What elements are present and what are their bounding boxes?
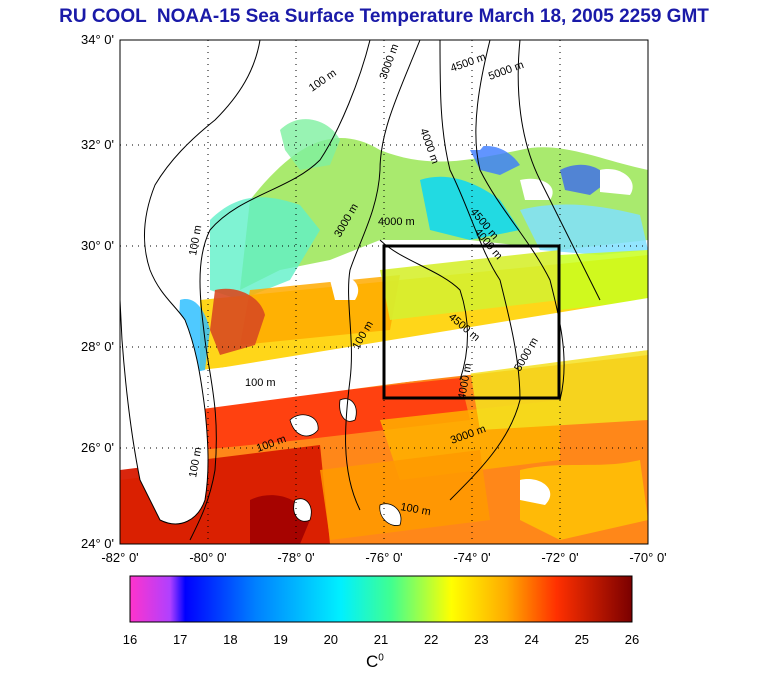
lat-tick-label: 32° 0' [81, 137, 114, 152]
contour-label: 100 m [187, 224, 204, 256]
map-frame [119, 39, 649, 545]
lon-tick-label: -74° 0' [453, 550, 490, 565]
lon-tick-label: -76° 0' [365, 550, 402, 565]
contour-label: 100 m [245, 377, 276, 389]
unit-superscript: 0 [378, 652, 384, 664]
colorbar-tick-label: 18 [223, 632, 237, 647]
lat-tick-label: 34° 0' [81, 32, 114, 47]
colorbar-tick-label: 17 [173, 632, 187, 647]
sst-data-layer [120, 40, 648, 544]
colorbar-tick-label: 20 [324, 632, 338, 647]
colorbar-unit-label: C0 [366, 652, 384, 672]
contour-label: 100 m [187, 446, 204, 478]
lon-tick-label: -82° 0' [101, 550, 138, 565]
colorbar-ticks: 16 17 18 19 20 21 22 23 24 25 26 [123, 632, 639, 647]
lat-tick-label: 30° 0' [81, 238, 114, 253]
contour-label: 4000 m [378, 216, 415, 228]
lon-tick-label: -78° 0' [277, 550, 314, 565]
colorbar-tick-label: 25 [575, 632, 589, 647]
colorbar-tick-label: 19 [273, 632, 287, 647]
colorbar-tick-label: 21 [374, 632, 388, 647]
lat-tick-label: 24° 0' [81, 536, 114, 551]
map-title: RU COOL NOAA-15 Sea Surface Temperature … [59, 6, 709, 27]
longitude-axis: -82° 0' -80° 0' -78° 0' -76° 0' -74° 0' -72° … [101, 550, 666, 565]
lon-tick-label: -70° 0' [629, 550, 666, 565]
lon-tick-label: -72° 0' [541, 550, 578, 565]
colorbar [129, 575, 633, 623]
study-region-box [382, 244, 561, 400]
lon-tick-label: -80° 0' [189, 550, 226, 565]
lat-tick-label: 26° 0' [81, 440, 114, 455]
unit-text: C [366, 652, 379, 671]
colorbar-tick-label: 26 [625, 632, 639, 647]
colorbar-tick-label: 23 [474, 632, 488, 647]
lat-tick-label: 28° 0' [81, 339, 114, 354]
colorbar-tick-label: 24 [524, 632, 538, 647]
colorbar-tick-label: 16 [123, 632, 137, 647]
latitude-axis: 34° 0' 32° 0' 30° 0' 28° 0' 26° 0' 24° 0' [81, 32, 114, 551]
contour-label: 100 m [399, 501, 431, 518]
bathymetry-contours [189, 40, 601, 541]
colorbar-tick-label: 22 [424, 632, 438, 647]
